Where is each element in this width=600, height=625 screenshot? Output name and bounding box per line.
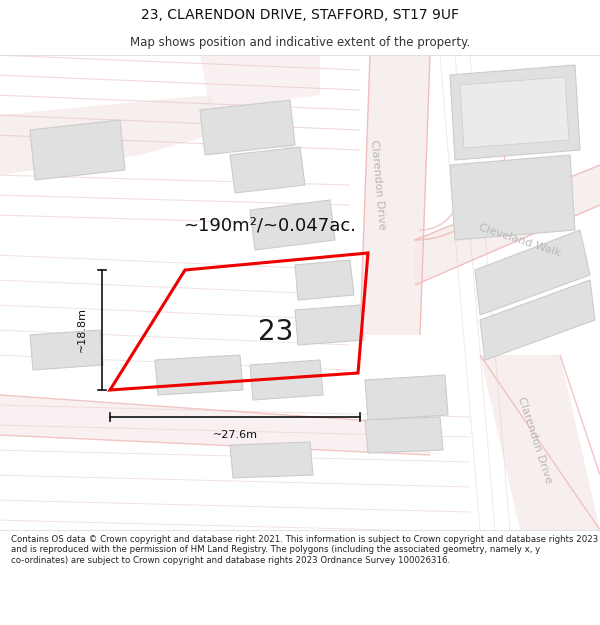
Polygon shape: [0, 95, 230, 175]
Polygon shape: [480, 280, 595, 360]
Polygon shape: [365, 417, 443, 453]
Polygon shape: [250, 360, 323, 400]
Polygon shape: [30, 120, 125, 180]
Text: ~190m²/~0.047ac.: ~190m²/~0.047ac.: [184, 216, 356, 234]
Text: 23: 23: [257, 318, 293, 346]
Text: Clarendon Drive: Clarendon Drive: [369, 139, 387, 231]
Text: Contains OS data © Crown copyright and database right 2021. This information is : Contains OS data © Crown copyright and d…: [11, 535, 598, 565]
Polygon shape: [450, 65, 580, 160]
Text: ~18.8m: ~18.8m: [77, 308, 87, 352]
Polygon shape: [155, 355, 243, 395]
Polygon shape: [295, 260, 354, 300]
Text: Clarendon Drive: Clarendon Drive: [516, 396, 554, 484]
Polygon shape: [480, 355, 600, 530]
Polygon shape: [365, 375, 448, 420]
Polygon shape: [200, 55, 320, 110]
Polygon shape: [475, 230, 590, 315]
Polygon shape: [230, 147, 305, 193]
Polygon shape: [230, 442, 313, 478]
Polygon shape: [30, 330, 103, 370]
Text: ~27.6m: ~27.6m: [212, 430, 257, 440]
Polygon shape: [450, 155, 575, 240]
Text: 23, CLARENDON DRIVE, STAFFORD, ST17 9UF: 23, CLARENDON DRIVE, STAFFORD, ST17 9UF: [141, 8, 459, 22]
Polygon shape: [0, 395, 430, 455]
Polygon shape: [360, 55, 430, 335]
Polygon shape: [250, 200, 335, 250]
Polygon shape: [415, 165, 600, 285]
Polygon shape: [200, 100, 295, 155]
Text: Map shows position and indicative extent of the property.: Map shows position and indicative extent…: [130, 36, 470, 49]
Polygon shape: [295, 305, 364, 345]
Polygon shape: [460, 77, 569, 148]
Text: Cleveland Walk: Cleveland Walk: [478, 222, 562, 258]
